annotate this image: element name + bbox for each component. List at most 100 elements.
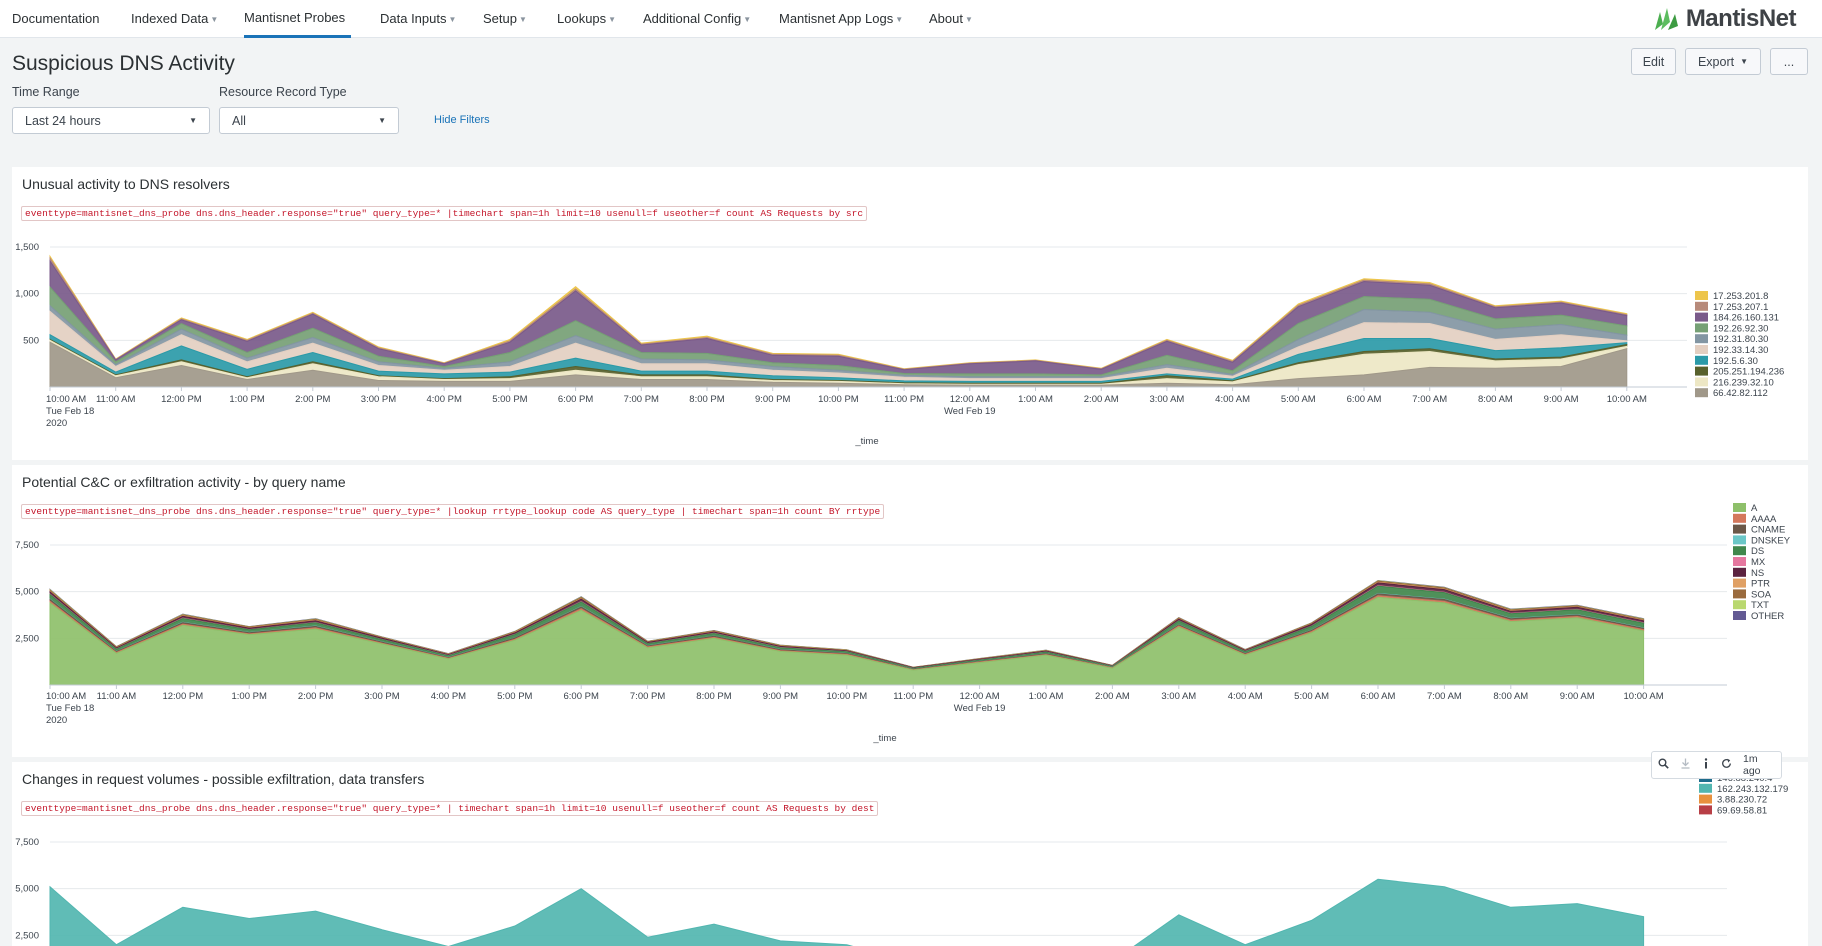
legend-label[interactable]: 192.5.6.30 — [1713, 356, 1758, 367]
mantis-logo-icon — [1654, 8, 1678, 30]
hide-filters-link[interactable]: Hide Filters — [434, 114, 490, 126]
search-query[interactable]: eventtype=mantisnet_dns_probe dns.dns_he… — [21, 504, 885, 519]
legend-label[interactable]: 162.243.132.179 — [1717, 784, 1788, 795]
legend-label[interactable]: 17.253.201.8 — [1713, 291, 1768, 302]
x-tick-label: 12:00 AM — [950, 394, 990, 405]
legend-label[interactable]: OTHER — [1751, 611, 1784, 622]
legend-label[interactable]: SOA — [1751, 589, 1772, 600]
nav-mantisnet-probes[interactable]: Mantisnet Probes — [244, 0, 352, 38]
nav-item-label: Mantisnet App Logs — [779, 11, 894, 26]
series-area-162-243-132-179[interactable] — [49, 878, 1645, 946]
x-tick-label: 10:00 PM — [818, 394, 859, 405]
mantisnet-logo: MantisNet — [1652, 4, 1797, 34]
chevron-down-icon: ▼ — [189, 116, 197, 125]
nav-item-label: Mantisnet Probes — [244, 10, 346, 25]
x-date-label: 2020 — [46, 715, 67, 726]
y-tick-label: 5,000 — [15, 587, 39, 598]
x-tick-label: 6:00 AM — [1347, 394, 1382, 405]
legend-label[interactable]: 192.31.80.30 — [1713, 334, 1768, 345]
time-range-dropdown[interactable]: Last 24 hours ▼ — [12, 107, 210, 134]
legend-label[interactable]: CNAME — [1751, 525, 1785, 536]
refresh-icon[interactable] — [1721, 758, 1732, 772]
x-axis-label: _time — [872, 733, 896, 744]
x-tick-label: 11:00 AM — [96, 394, 136, 405]
nav-documentation[interactable]: Documentation — [12, 0, 99, 38]
x-tick-label: 5:00 AM — [1294, 691, 1329, 702]
x-tick-label: 2:00 AM — [1084, 394, 1119, 405]
legend-label[interactable]: TXT — [1751, 600, 1769, 611]
chevron-down-icon: ▼ — [518, 15, 527, 24]
legend-label[interactable]: 66.42.82.112 — [1713, 388, 1768, 399]
legend-swatch — [1695, 323, 1708, 333]
legend-label[interactable]: 69.69.58.81 — [1717, 805, 1767, 816]
legend-swatch — [1699, 783, 1712, 793]
export-button[interactable]: Export ▼ — [1685, 48, 1761, 75]
legend-label[interactable]: DS — [1751, 546, 1764, 557]
nav-data-inputs[interactable]: Data Inputs ▼ — [380, 0, 456, 38]
legend-swatch — [1695, 345, 1708, 354]
page-title: Suspicious DNS Activity — [12, 52, 235, 75]
legend-label[interactable]: 17.253.207.1 — [1713, 302, 1768, 313]
time-range-label: Time Range — [12, 85, 80, 99]
x-tick-label: 3:00 AM — [1161, 691, 1196, 702]
x-tick-label: 8:00 PM — [689, 394, 724, 405]
legend-swatch — [1733, 513, 1746, 523]
legend-swatch — [1699, 794, 1712, 804]
x-tick-label: 10:00 AM — [46, 394, 86, 405]
legend-label[interactable]: DNSKEY — [1751, 535, 1791, 546]
y-tick-label: 7,500 — [15, 540, 39, 551]
legend-label[interactable]: MX — [1751, 557, 1766, 568]
x-tick-label: 10:00 PM — [826, 691, 867, 702]
legend-swatch — [1695, 355, 1708, 365]
search-query[interactable]: eventtype=mantisnet_dns_probe dns.dns_he… — [21, 206, 868, 221]
legend-label[interactable]: AAAA — [1751, 514, 1777, 525]
edit-button[interactable]: Edit — [1631, 48, 1676, 75]
nav-additional-config[interactable]: Additional Config ▼ — [643, 0, 751, 38]
chevron-down-icon: ▼ — [608, 15, 617, 24]
legend-swatch — [1695, 366, 1708, 376]
search-query[interactable]: eventtype=mantisnet_dns_probe dns.dns_he… — [21, 801, 879, 816]
chevron-down-icon: ▼ — [895, 15, 904, 24]
x-tick-label: 2:00 AM — [1095, 691, 1130, 702]
more-actions-button[interactable]: ... — [1770, 48, 1808, 75]
x-tick-label: 4:00 PM — [431, 691, 466, 702]
nav-indexed-data[interactable]: Indexed Data ▼ — [131, 0, 218, 38]
series-area-A[interactable] — [49, 596, 1645, 686]
legend-label[interactable]: 192.26.92.30 — [1713, 323, 1768, 334]
legend-label[interactable]: A — [1751, 503, 1758, 514]
legend-label[interactable]: 216.239.32.10 — [1713, 377, 1774, 388]
record-type-dropdown[interactable]: All ▼ — [219, 107, 399, 134]
nav-about[interactable]: About ▼ — [929, 0, 973, 38]
nav-app-logs[interactable]: Mantisnet App Logs ▼ — [779, 0, 903, 38]
nav-lookups[interactable]: Lookups ▼ — [557, 0, 616, 38]
nav-setup[interactable]: Setup ▼ — [483, 0, 527, 38]
x-tick-label: 11:00 PM — [893, 691, 933, 702]
x-tick-label: 8:00 PM — [696, 691, 731, 702]
legend-swatch — [1699, 805, 1712, 815]
x-tick-label: 4:00 AM — [1228, 691, 1263, 702]
x-tick-label: 3:00 PM — [364, 691, 399, 702]
legend-label[interactable]: PTR — [1751, 579, 1770, 590]
legend-swatch — [1695, 388, 1708, 398]
x-tick-label: 2:00 PM — [295, 394, 330, 405]
x-date-label: Wed Feb 19 — [954, 703, 1006, 714]
nav-item-label: Data Inputs — [380, 11, 447, 26]
y-tick-label: 7,500 — [15, 837, 39, 848]
record-type-value: All — [232, 113, 246, 128]
legend-swatch — [1733, 578, 1746, 588]
legend-label[interactable]: 205.251.194.236 — [1713, 367, 1784, 378]
x-tick-label: 5:00 PM — [497, 691, 532, 702]
legend-label[interactable]: NS — [1751, 568, 1764, 579]
legend-swatch — [1695, 334, 1708, 344]
legend-swatch — [1695, 291, 1708, 300]
logo-text: MantisNet — [1685, 5, 1797, 32]
search-icon[interactable] — [1658, 758, 1669, 772]
nav-item-label: Indexed Data — [131, 11, 209, 26]
download-icon[interactable] — [1680, 758, 1691, 772]
x-tick-label: 10:00 AM — [46, 691, 86, 702]
chevron-down-icon: ▼ — [378, 116, 386, 125]
info-icon[interactable] — [1702, 758, 1710, 772]
legend-label[interactable]: 3.88.230.72 — [1717, 795, 1767, 806]
legend-label[interactable]: 192.33.14.30 — [1713, 345, 1768, 356]
legend-label[interactable]: 184.26.160.131 — [1713, 313, 1779, 324]
